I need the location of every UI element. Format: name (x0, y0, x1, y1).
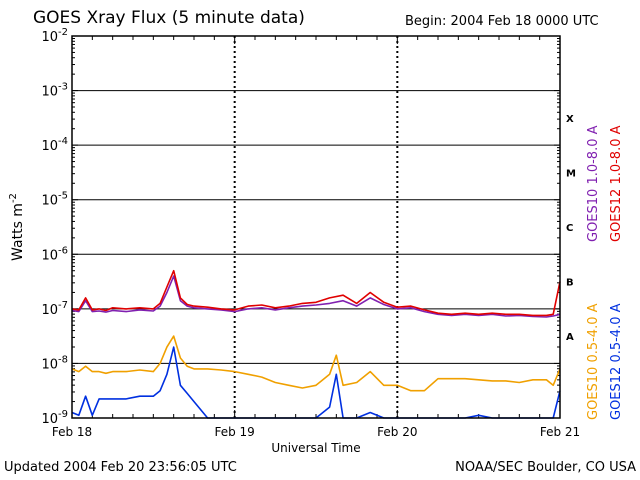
y-tick-label-4: 10-6 (41, 245, 68, 263)
y-tick-labels: 10-2 10-3 10-4 10-5 10-6 10-7 10-8 10-9 (41, 27, 68, 427)
y-tick-label-6: 10-8 (41, 354, 68, 372)
day-separator-lines (233, 36, 399, 418)
y-tick-label-2: 10-4 (41, 136, 68, 154)
x-tick-labels: Feb 18 Feb 19 Feb 20 Feb 21 (52, 425, 580, 439)
legend-entry-1: GOES10 1.0-8.0 A (586, 125, 601, 242)
flare-class-a: A (566, 332, 574, 343)
legend-entry-3: GOES10 0.5-4.0 A (586, 303, 601, 420)
flare-class-m: M (566, 168, 576, 179)
x-tick-label-3: Feb 21 (540, 425, 580, 439)
axis-ticks (71, 35, 561, 419)
credit-label: NOAA/SEC Boulder, CO USA (455, 460, 636, 475)
legend-entry-4: GOES12 0.5-4.0 A (609, 303, 624, 420)
series-line-3 (71, 335, 561, 392)
series-line-1 (71, 275, 561, 318)
decade-gridlines (72, 90, 560, 364)
flux-series (71, 269, 561, 419)
flare-class-b: B (566, 278, 574, 289)
flare-class-labels: X M C B A (566, 114, 576, 343)
y-tick-label-3: 10-5 (41, 191, 68, 209)
y-tick-label-0: 10-2 (41, 27, 68, 45)
plot-frame (71, 35, 561, 419)
x-tick-label-1: Feb 19 (214, 425, 254, 439)
y-tick-label-1: 10-3 (41, 82, 68, 100)
y-axis-label: Watts m-2 (8, 193, 26, 261)
chart-title: GOES Xray Flux (5 minute data) (33, 8, 305, 28)
flare-class-x: X (566, 114, 574, 125)
x-axis-label: Universal Time (271, 441, 360, 455)
begin-time-label: Begin: 2004 Feb 18 0000 UTC (405, 14, 599, 29)
series-line-4 (71, 346, 561, 419)
legend: GOES10 1.0-8.0 A GOES12 1.0-8.0 A GOES10 0… (586, 125, 624, 420)
x-tick-label-0: Feb 18 (52, 425, 92, 439)
y-tick-label-7: 10-9 (41, 409, 68, 427)
flare-class-c: C (566, 223, 573, 234)
updated-timestamp: Updated 2004 Feb 20 23:56:05 UTC (4, 460, 237, 475)
series-line-2 (71, 269, 561, 317)
x-tick-label-2: Feb 20 (377, 425, 417, 439)
y-tick-label-5: 10-7 (41, 300, 68, 318)
legend-entry-2: GOES12 1.0-8.0 A (609, 125, 624, 242)
